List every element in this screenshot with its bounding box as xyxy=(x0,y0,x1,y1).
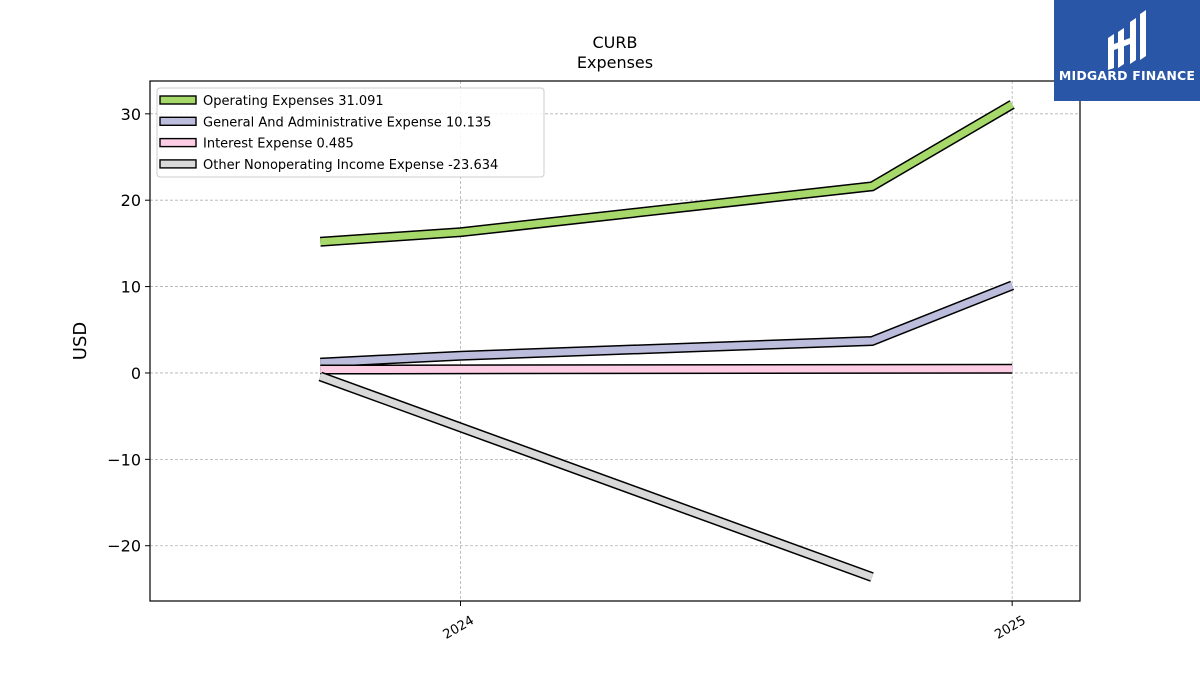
midgard-logo-icon xyxy=(1108,10,1146,70)
legend-swatch xyxy=(159,159,197,169)
legend-label: Interest Expense 0.485 xyxy=(203,137,354,152)
legend-swatch xyxy=(159,116,197,127)
legend: Operating Expenses 31.091 General And Adm… xyxy=(156,87,545,178)
legend-swatch xyxy=(159,95,197,105)
legend-swatch xyxy=(159,137,197,148)
legend-box xyxy=(156,87,545,178)
y-tick-label: −10 xyxy=(107,450,141,469)
series-line xyxy=(320,365,1013,373)
y-tick-label: −20 xyxy=(107,537,141,556)
legend-label: General And Administrative Expense 10.13… xyxy=(203,115,491,130)
y-tick-label: 10 xyxy=(121,278,141,297)
legend-label: Other Nonoperating Income Expense -23.63… xyxy=(203,158,498,173)
legend-label: Operating Expenses 31.091 xyxy=(203,94,384,109)
brand-name: MIDGARD FINANCE xyxy=(1058,68,1196,83)
y-tick-label: 20 xyxy=(121,191,141,210)
series-line xyxy=(319,373,874,581)
y-tick-label: 30 xyxy=(121,105,141,124)
y-tick-label: 0 xyxy=(131,364,141,383)
x-tick-label: 2025 xyxy=(992,613,1028,643)
series-lines xyxy=(318,100,1015,582)
chart-title: CURB xyxy=(593,33,638,52)
x-tick-label: 2024 xyxy=(441,613,477,643)
chart-subtitle: Expenses xyxy=(577,53,653,72)
series-line xyxy=(320,101,1014,246)
brand-logo: MIDGARD FINANCE xyxy=(1054,0,1200,101)
plot-frame xyxy=(149,80,1081,602)
y-axis-label: USD xyxy=(70,322,91,360)
series-line xyxy=(320,282,1014,367)
